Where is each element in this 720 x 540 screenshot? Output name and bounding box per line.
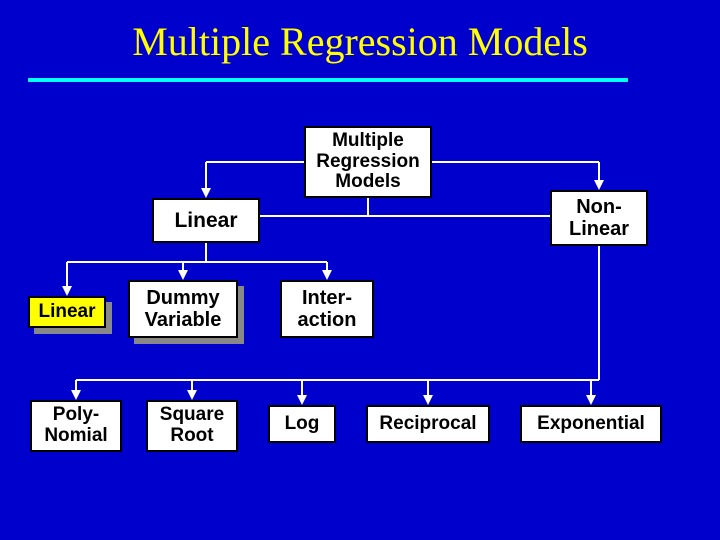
node-poly-label: Poly-Nomial (44, 405, 107, 447)
node-sqrt-label: SquareRoot (160, 405, 224, 447)
node-log-label: Log (285, 414, 320, 435)
node-exponential: Exponential (520, 405, 662, 443)
node-root: MultipleRegressionModels (304, 126, 432, 198)
node-poly: Poly-Nomial (30, 400, 122, 452)
node-reciprocal-label: Reciprocal (379, 414, 476, 435)
node-linear2: Linear (28, 296, 106, 328)
node-log: Log (268, 405, 336, 443)
node-nonlinear-label: Non-Linear (569, 196, 629, 240)
node-reciprocal: Reciprocal (366, 405, 490, 443)
slide-title: Multiple Regression Models (0, 18, 720, 65)
node-interaction: Inter-action (280, 280, 374, 338)
title-underline (28, 78, 628, 82)
node-interaction-label: Inter-action (298, 287, 357, 331)
node-root-label: MultipleRegressionModels (316, 131, 419, 194)
node-exponential-label: Exponential (537, 414, 645, 435)
node-dummy-label: DummyVariable (145, 287, 222, 331)
node-dummy: DummyVariable (128, 280, 238, 338)
node-linear2-label: Linear (38, 302, 95, 323)
node-linear: Linear (152, 198, 260, 243)
node-linear-label: Linear (174, 209, 237, 232)
node-nonlinear: Non-Linear (550, 190, 648, 246)
node-sqrt: SquareRoot (146, 400, 238, 452)
